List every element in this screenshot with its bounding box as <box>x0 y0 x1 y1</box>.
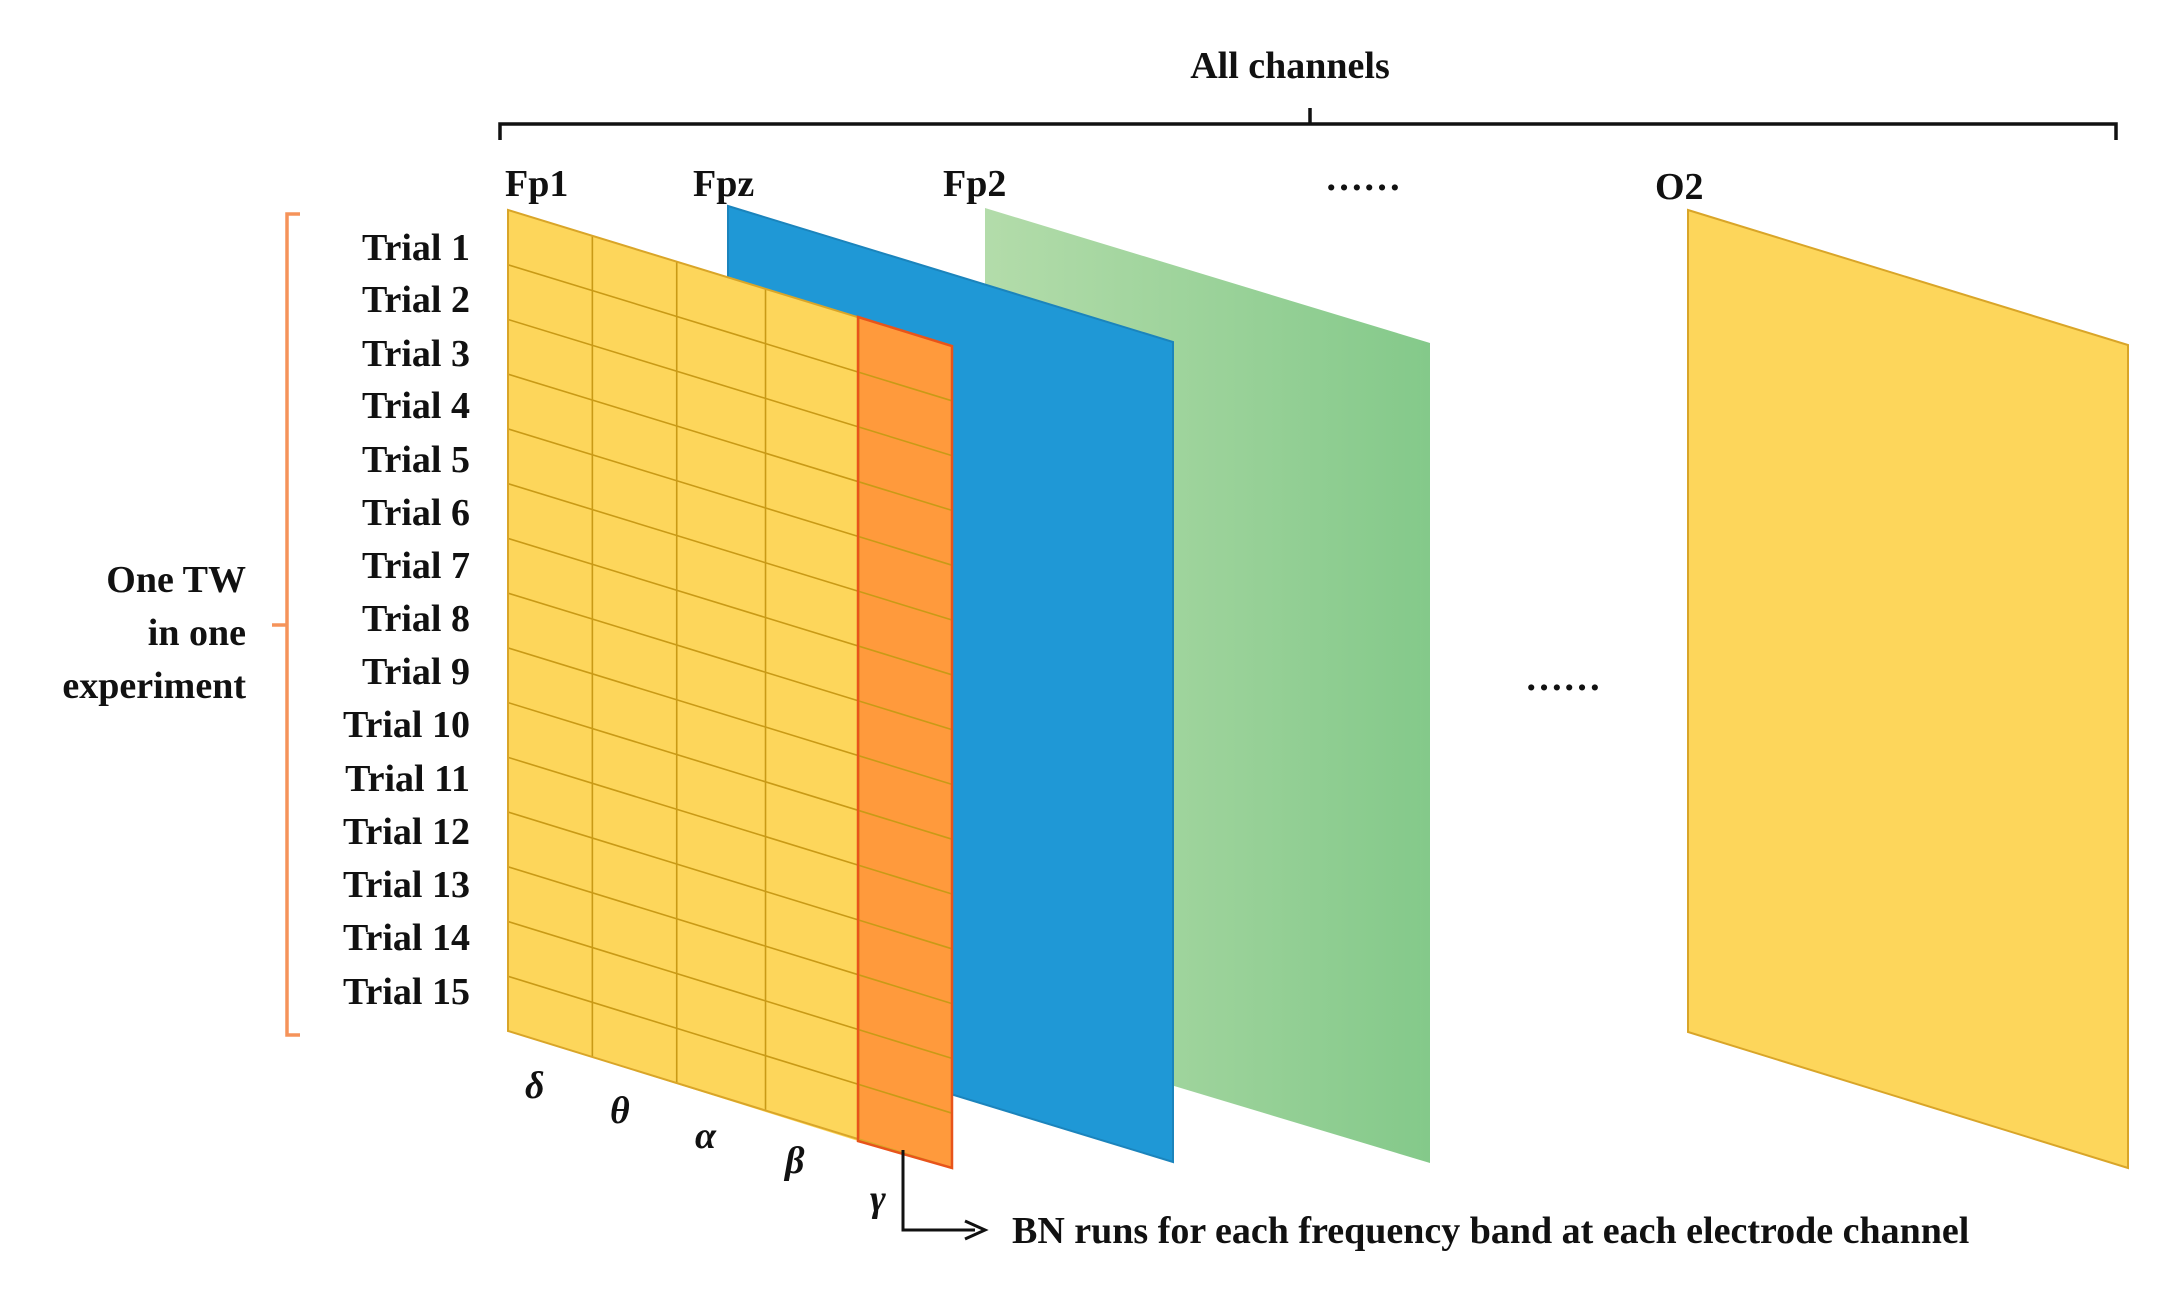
trial-row-divider <box>507 373 953 512</box>
trial-row-divider <box>507 756 953 895</box>
trial-row-divider <box>507 537 953 676</box>
trial-label: Trial 6 <box>362 492 470 534</box>
trial-row-divider <box>507 647 953 786</box>
o2-plane <box>1687 208 2129 1170</box>
channel-label-fp1: Fp1 <box>505 163 568 205</box>
one-tw-label-line: experiment <box>62 665 246 707</box>
middle-ellipsis: …… <box>1525 657 1601 699</box>
channel-label-fp2: Fp2 <box>943 163 1006 205</box>
one-tw-bracket <box>272 212 300 1037</box>
bn-arrow-text: BN runs for each frequency band at each … <box>1012 1210 1969 1252</box>
trial-row-divider <box>507 811 953 950</box>
gamma-band-border <box>856 315 954 1170</box>
trial-label: Trial 5 <box>362 439 470 481</box>
trial-label: Trial 3 <box>362 333 470 375</box>
trial-label: Trial 2 <box>362 279 470 321</box>
fp1-plane-yellow <box>508 210 858 1141</box>
band-label-gamma: γ <box>870 1178 886 1220</box>
trial-labels: Trial 1 Trial 2 Trial 3 Trial 4 Trial 5 … <box>343 227 470 1013</box>
arrow-head-icon <box>964 1219 989 1241</box>
trial-row-divider <box>507 428 953 566</box>
trial-label: Trial 15 <box>343 971 470 1013</box>
band-labels: δ θ α β γ <box>525 1065 886 1220</box>
trial-label: Trial 1 <box>362 227 470 269</box>
trial-label: Trial 12 <box>343 811 470 853</box>
all-channels-label: All channels <box>1190 45 1390 87</box>
trial-row-divider <box>507 592 953 731</box>
trial-row-divider <box>507 482 953 621</box>
trial-label: Trial 4 <box>362 385 470 427</box>
band-label-delta: δ <box>525 1065 544 1107</box>
channel-label-o2: O2 <box>1655 166 1704 208</box>
all-channels-brace <box>498 108 2118 140</box>
trial-label: Trial 14 <box>343 917 470 959</box>
trial-label: Trial 13 <box>343 864 470 906</box>
trial-label: Trial 11 <box>345 758 470 800</box>
trial-label: Trial 8 <box>362 598 470 640</box>
trial-row-divider <box>507 920 953 1060</box>
trial-label: Trial 7 <box>362 545 470 587</box>
fp1-grid-lines <box>507 235 953 1140</box>
trial-row-divider <box>507 701 953 840</box>
band-label-alpha: α <box>695 1115 717 1157</box>
one-tw-label: One TW in one experiment <box>62 559 246 707</box>
trial-row-divider <box>507 866 953 1005</box>
gamma-band-column <box>858 317 952 1168</box>
trial-row-divider <box>507 263 953 402</box>
trial-row-divider <box>507 318 953 457</box>
band-label-beta: β <box>783 1140 805 1182</box>
one-tw-label-line: One TW <box>106 559 246 601</box>
channel-ellipsis: …… <box>1325 157 1401 199</box>
one-tw-label-line: in one <box>148 612 246 654</box>
bn-arrow <box>901 1150 975 1232</box>
fp1-plane <box>507 208 954 1170</box>
channel-label-fpz: Fpz <box>693 163 754 205</box>
band-label-theta: θ <box>610 1090 630 1132</box>
trial-label: Trial 10 <box>343 704 470 746</box>
trial-row-divider <box>507 975 953 1114</box>
trial-label: Trial 9 <box>362 651 470 693</box>
